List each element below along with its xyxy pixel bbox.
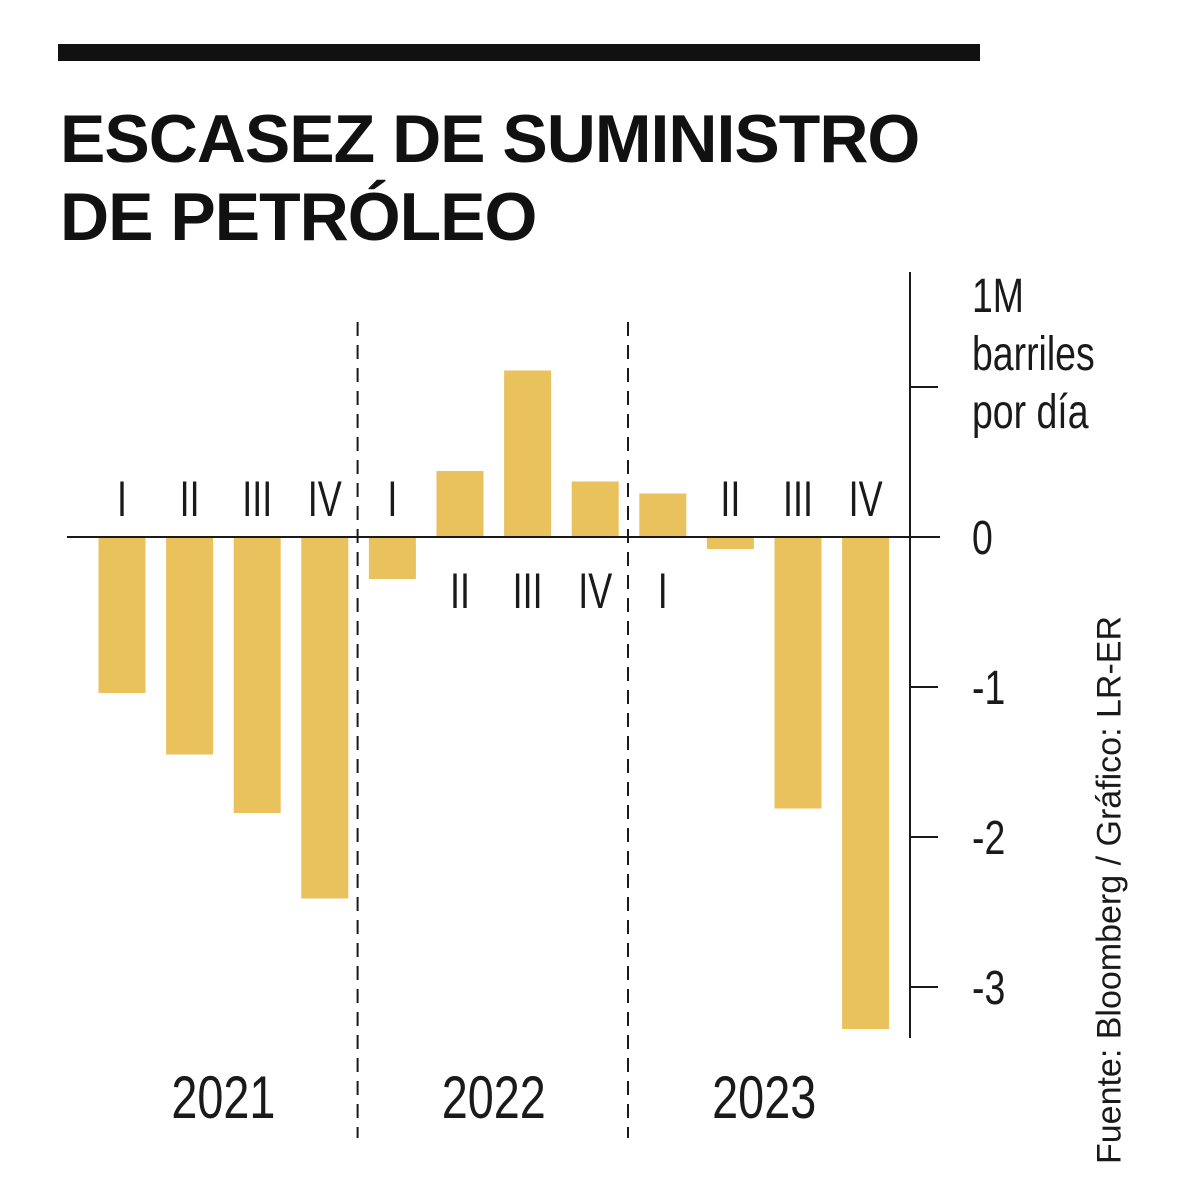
chart-title: ESCASEZ DE SUMINISTRO DE PETRÓLEO — [60, 101, 920, 255]
quarter-label: IV — [849, 472, 883, 527]
bars — [98, 370, 890, 1029]
quarter-label: IV — [578, 564, 612, 619]
bar — [774, 537, 822, 809]
quarter-label: III — [783, 472, 813, 527]
y-axis: -3 -2 -1 0 — [67, 272, 1005, 1038]
quarter-label: II — [450, 564, 470, 619]
y-axis-title-line: por día — [972, 386, 1089, 440]
bar — [639, 493, 687, 537]
bar — [166, 537, 214, 755]
year-label: 2022 — [442, 1064, 546, 1131]
quarter-label: III — [513, 564, 543, 619]
quarter-labels: I II III IV III III IV III III IV — [117, 472, 883, 619]
top-rule — [58, 44, 980, 61]
quarter-label: I — [117, 472, 127, 527]
bar — [504, 370, 552, 537]
y-axis-title-line: 1M — [972, 270, 1024, 324]
year-label: 2023 — [712, 1064, 816, 1131]
bar — [571, 481, 619, 537]
bar — [436, 471, 484, 537]
year-separators — [356, 322, 629, 1138]
bar — [301, 537, 349, 899]
quarter-label: II — [180, 472, 200, 527]
quarter-label: III — [242, 472, 272, 527]
y-tick-label: -2 — [972, 812, 1005, 866]
y-tick-label: 0 — [972, 512, 993, 566]
bar — [842, 537, 890, 1029]
quarter-label: II — [720, 472, 740, 527]
bar — [233, 537, 281, 813]
source-text: Fuente: Bloomberg / Gráfico: LR-ER — [1090, 615, 1129, 1165]
quarter-label: IV — [308, 472, 342, 527]
year-labels: 2021 2022 2023 — [171, 1064, 816, 1131]
bar — [706, 537, 754, 549]
bar — [98, 537, 146, 693]
quarter-label: I — [658, 564, 668, 619]
y-axis-title-line: barriles — [972, 328, 1095, 382]
year-label: 2021 — [171, 1064, 275, 1131]
y-tick-label: -1 — [972, 662, 1005, 716]
bar — [368, 537, 416, 579]
quarter-label: I — [387, 472, 397, 527]
y-tick-label: -3 — [972, 962, 1005, 1016]
